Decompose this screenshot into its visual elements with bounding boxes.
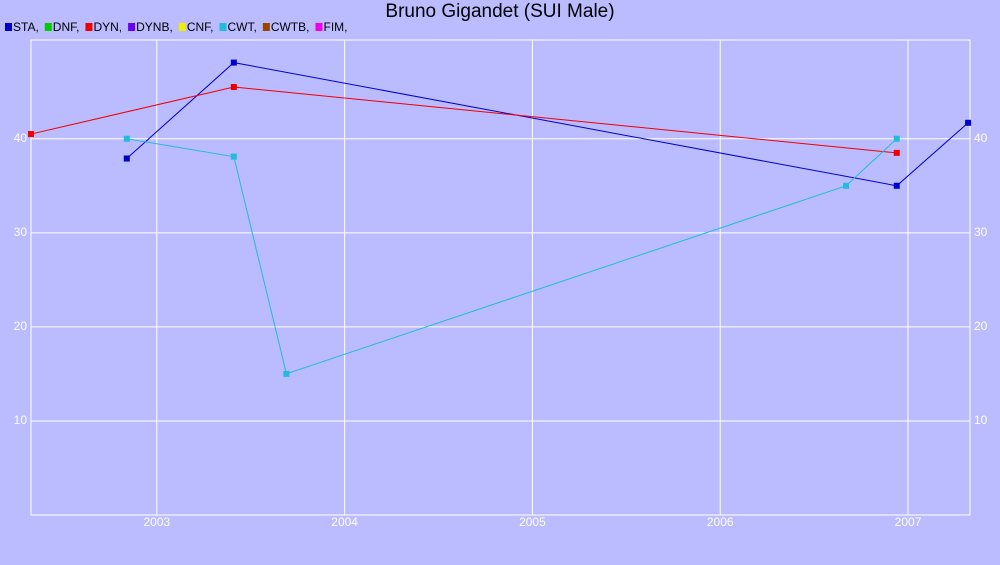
x-tick-label: 2003: [143, 515, 170, 529]
y-tick-label: 40: [14, 131, 28, 145]
legend-swatch: [85, 23, 93, 31]
y2-tick-label: 20: [974, 319, 988, 333]
legend-swatch: [219, 23, 227, 31]
legend-swatch: [128, 23, 136, 31]
point: [893, 135, 900, 142]
x-tick-label: 2005: [519, 515, 546, 529]
point: [230, 59, 237, 66]
point: [283, 370, 290, 377]
point: [893, 149, 900, 156]
point: [230, 84, 237, 91]
x-tick-label: 2006: [707, 515, 734, 529]
legend-label: STA,: [13, 20, 39, 34]
legend-label: CWTB,: [271, 20, 310, 34]
legend-swatch: [315, 23, 323, 31]
plot-frame: [30, 39, 971, 516]
legend-swatch: [262, 23, 270, 31]
point: [230, 153, 237, 160]
point: [965, 119, 972, 126]
legend-label: DYN,: [93, 20, 122, 34]
point: [123, 155, 130, 162]
series-line: [126, 62, 969, 187]
legend-label: DNF,: [53, 20, 80, 34]
legend-swatch: [178, 23, 186, 31]
x-tick-label: 2007: [895, 515, 922, 529]
point: [28, 131, 34, 138]
legend-swatch: [44, 23, 52, 31]
y2-tick-label: 10: [974, 413, 988, 427]
chart-title: Bruno Gigandet (SUI Male): [385, 1, 614, 22]
legend-label: CWT,: [227, 20, 256, 34]
y2-tick-label: 30: [974, 225, 988, 239]
legend-label: DYNB,: [136, 20, 173, 34]
point: [843, 182, 850, 189]
point: [893, 182, 900, 189]
point: [123, 135, 130, 142]
legend-swatch: [5, 23, 12, 31]
y-tick-label: 30: [14, 225, 28, 239]
y-tick-label: 10: [14, 413, 28, 427]
y2-tick-label: 40: [974, 131, 988, 145]
y-tick-label: 20: [14, 319, 28, 333]
legend-label: FIM,: [323, 20, 347, 34]
legend-label: CNF,: [187, 20, 214, 34]
x-tick-label: 2004: [331, 515, 358, 529]
